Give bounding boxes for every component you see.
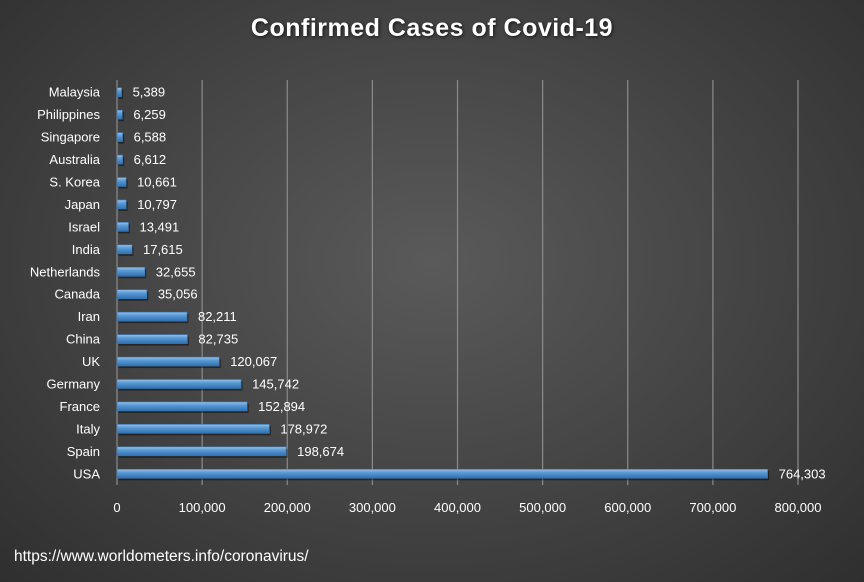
category-label-6: China	[66, 332, 101, 347]
category-label-14: Australia	[49, 152, 100, 167]
bar-china	[116, 334, 188, 344]
bar-netherlands	[116, 266, 146, 277]
data-label-1: 198,674	[297, 444, 344, 459]
data-label-9: 32,655	[156, 264, 196, 279]
bar-usa	[116, 468, 768, 479]
bar-japan	[116, 199, 127, 210]
category-label-3: France	[60, 399, 100, 414]
data-label-16: 6,259	[133, 107, 166, 122]
bar-india	[116, 244, 133, 255]
data-label-12: 10,797	[137, 197, 177, 212]
source-url[interactable]: https://www.worldometers.info/coronaviru…	[14, 548, 309, 565]
data-label-15: 6,588	[134, 130, 167, 145]
category-label-15: Singapore	[41, 130, 100, 145]
bar-uk	[116, 356, 220, 367]
bar-malaysia	[116, 87, 122, 98]
data-label-7: 82,211	[198, 309, 237, 324]
data-label-5: 120,067	[230, 354, 277, 369]
data-label-3: 152,894	[258, 399, 305, 414]
category-label-1: Spain	[67, 444, 100, 459]
category-label-16: Philippines	[37, 107, 100, 122]
category-label-17: Malaysia	[49, 85, 101, 100]
category-label-4: Germany	[47, 377, 101, 392]
data-label-13: 10,661	[137, 175, 177, 190]
category-label-9: Netherlands	[30, 264, 101, 279]
x-tick-label-6: 600,000	[604, 500, 651, 515]
bar-france	[116, 401, 248, 412]
x-tick-label-5: 500,000	[519, 500, 566, 515]
category-label-8: Canada	[54, 287, 100, 302]
x-tick-label-2: 200,000	[264, 500, 311, 515]
bar-canada	[116, 289, 148, 300]
category-label-5: UK	[82, 354, 100, 369]
data-label-14: 6,612	[134, 152, 167, 167]
x-tick-label-3: 300,000	[349, 500, 396, 515]
x-tick-label-1: 100,000	[179, 500, 226, 515]
data-label-6: 82,735	[198, 332, 238, 347]
data-label-10: 17,615	[143, 242, 183, 257]
data-label-8: 35,056	[158, 287, 198, 302]
x-tick-label-7: 700,000	[689, 500, 736, 515]
x-tick-label-8: 800,000	[775, 500, 822, 515]
data-label-0: 764,303	[779, 466, 826, 481]
bars	[116, 87, 770, 481]
bar-israel	[116, 222, 129, 232]
chart-title: Confirmed Cases of Covid-19	[250, 14, 614, 42]
x-tick-label-4: 400,000	[434, 500, 481, 515]
data-label-11: 13,491	[139, 219, 179, 234]
category-label-11: Israel	[68, 219, 100, 234]
bar-spain	[116, 446, 287, 457]
bar-italy	[116, 424, 270, 434]
bar-iran	[116, 311, 188, 322]
bar-germany	[116, 379, 242, 389]
bar-singapore	[116, 132, 123, 142]
bar-s-korea	[116, 177, 127, 187]
category-label-7: Iran	[78, 309, 100, 324]
category-label-0: USA	[73, 466, 100, 481]
bar-australia	[116, 154, 123, 165]
data-label-2: 178,972	[280, 421, 327, 436]
bar-philippines	[116, 109, 123, 120]
x-tick-label-0: 0	[113, 500, 120, 515]
gridlines	[116, 80, 799, 485]
category-label-2: Italy	[76, 421, 100, 436]
data-label-4: 145,742	[252, 377, 299, 392]
data-label-17: 5,389	[133, 85, 166, 100]
category-label-12: Japan	[65, 197, 100, 212]
category-label-13: S. Korea	[49, 175, 100, 190]
category-label-10: India	[72, 242, 101, 257]
labels: 0 100,000 200,000 300,000 400,000 500,000 600,…	[30, 85, 826, 515]
